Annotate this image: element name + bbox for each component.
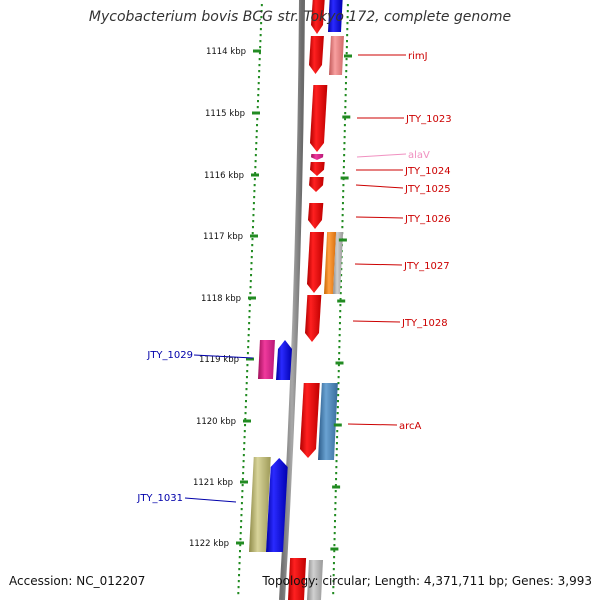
ruler-ticks: 1114 kbp 1115 kbp 1116 kbp 1117 kbp 1118 kbp… xyxy=(189,47,352,551)
gene-JTY_1031-khaki xyxy=(249,457,271,552)
ruler-tick-mark xyxy=(253,49,261,53)
ruler-tick-mark xyxy=(246,357,254,361)
gene-JTY_1027-red xyxy=(307,232,325,293)
ruler-tick-mark-right xyxy=(335,361,344,365)
ruler-tick-label: 1120 kbp xyxy=(196,417,236,427)
gene-alaV xyxy=(311,154,324,160)
gene-top-blue xyxy=(328,0,343,32)
ruler-tick-label: 1115 kbp xyxy=(205,109,245,119)
track-dots-left xyxy=(237,4,263,595)
gene-JTY_1028 xyxy=(305,295,322,342)
gene-JTY_1029-pink xyxy=(258,340,275,379)
gene-label-leader xyxy=(184,497,237,503)
ruler-tick-mark xyxy=(251,173,259,177)
map-title: Mycobacterium bovis BCG str. Tokyo 172, … xyxy=(88,9,512,25)
ruler-tick-mark-right xyxy=(344,54,352,58)
ruler-tick-label: 1121 kbp xyxy=(193,478,233,488)
ruler-tick-mark xyxy=(248,296,256,300)
ruler-tick-mark xyxy=(243,419,251,423)
gene-JTY_1031-blue xyxy=(266,458,288,552)
ruler-tick-mark xyxy=(250,234,258,238)
gene-bottom-grey xyxy=(307,560,323,600)
gene-label-rimj: rimJ xyxy=(408,51,428,62)
ruler-tick-mark-right xyxy=(330,547,339,551)
gene-label-jty_1027: JTY_1027 xyxy=(403,261,450,272)
ruler-tick-mark-right xyxy=(338,238,347,242)
gene-label-arca: arcA xyxy=(399,421,422,432)
gene-label-leader xyxy=(356,153,407,158)
gene-JTY_1025 xyxy=(309,177,324,192)
ruler-tick-label: 1117 kbp xyxy=(203,232,243,242)
genome-backbone-line xyxy=(279,0,305,601)
gene-label-leader xyxy=(193,354,254,359)
genome-backbone xyxy=(279,0,305,601)
ruler-tick-mark-right xyxy=(332,485,341,489)
gene-JTY_1027-grey xyxy=(333,232,344,294)
gene-label-leader xyxy=(355,216,404,219)
gene-bottom-red xyxy=(288,558,307,600)
gene-JTY_1024 xyxy=(310,162,325,176)
ruler-tick-mark-right xyxy=(333,423,342,427)
track-dots-right xyxy=(332,4,349,595)
gene-labels: rimJ JTY_1023 alaV JTY_1024 JTY_1025 JTY_1026… xyxy=(136,51,451,504)
gene-label-jty_1026: JTY_1026 xyxy=(404,214,451,225)
gene-arcA-steel xyxy=(318,383,338,460)
ruler-tick-mark xyxy=(252,111,260,115)
ruler-tick-mark-right xyxy=(342,115,351,119)
gene-label-jty_1028: JTY_1028 xyxy=(401,318,448,329)
gene-label-jty_1029: JTY_1029 xyxy=(146,350,193,361)
ruler-tick-mark xyxy=(236,541,244,545)
gene-JTY_1029-blue xyxy=(276,340,292,380)
gene-label-leader xyxy=(355,184,404,189)
gene-top-red xyxy=(311,0,325,34)
gene-label-jty_1024: JTY_1024 xyxy=(404,166,451,177)
gene-label-leader xyxy=(347,423,398,426)
gene-JTY_1023 xyxy=(310,85,328,152)
ruler-tick-label: 1116 kbp xyxy=(204,171,244,181)
gene-label-jty_1031: JTY_1031 xyxy=(136,493,183,504)
ruler-tick-mark-right xyxy=(340,176,349,180)
gene-rimJ-red xyxy=(309,36,324,74)
gene-label-alav: alaV xyxy=(408,150,430,161)
gene-label-leader xyxy=(354,263,403,266)
ruler-tick-label: 1118 kbp xyxy=(201,294,241,304)
gene-rimJ-salmon xyxy=(329,36,344,75)
gene-label-jty_1025: JTY_1025 xyxy=(404,184,451,195)
gene-label-leader xyxy=(352,320,401,323)
gene-label-jty_1023: JTY_1023 xyxy=(405,114,452,125)
ruler-tick-label: 1122 kbp xyxy=(189,539,229,549)
gene-features xyxy=(249,0,344,600)
accession-text: Accession: NC_012207 xyxy=(9,574,146,588)
ruler-tick-mark xyxy=(240,480,248,484)
gene-JTY_1027-orange xyxy=(324,232,337,294)
ruler-tick-label: 1119 kbp xyxy=(199,355,239,365)
gene-JTY_1026 xyxy=(308,203,324,229)
gene-arcA-red xyxy=(300,383,320,458)
ruler-tick-label: 1114 kbp xyxy=(206,47,246,57)
genome-summary-text: Topology: circular; Length: 4,371,711 bp… xyxy=(262,574,592,588)
ruler-tick-mark-right xyxy=(337,299,346,303)
